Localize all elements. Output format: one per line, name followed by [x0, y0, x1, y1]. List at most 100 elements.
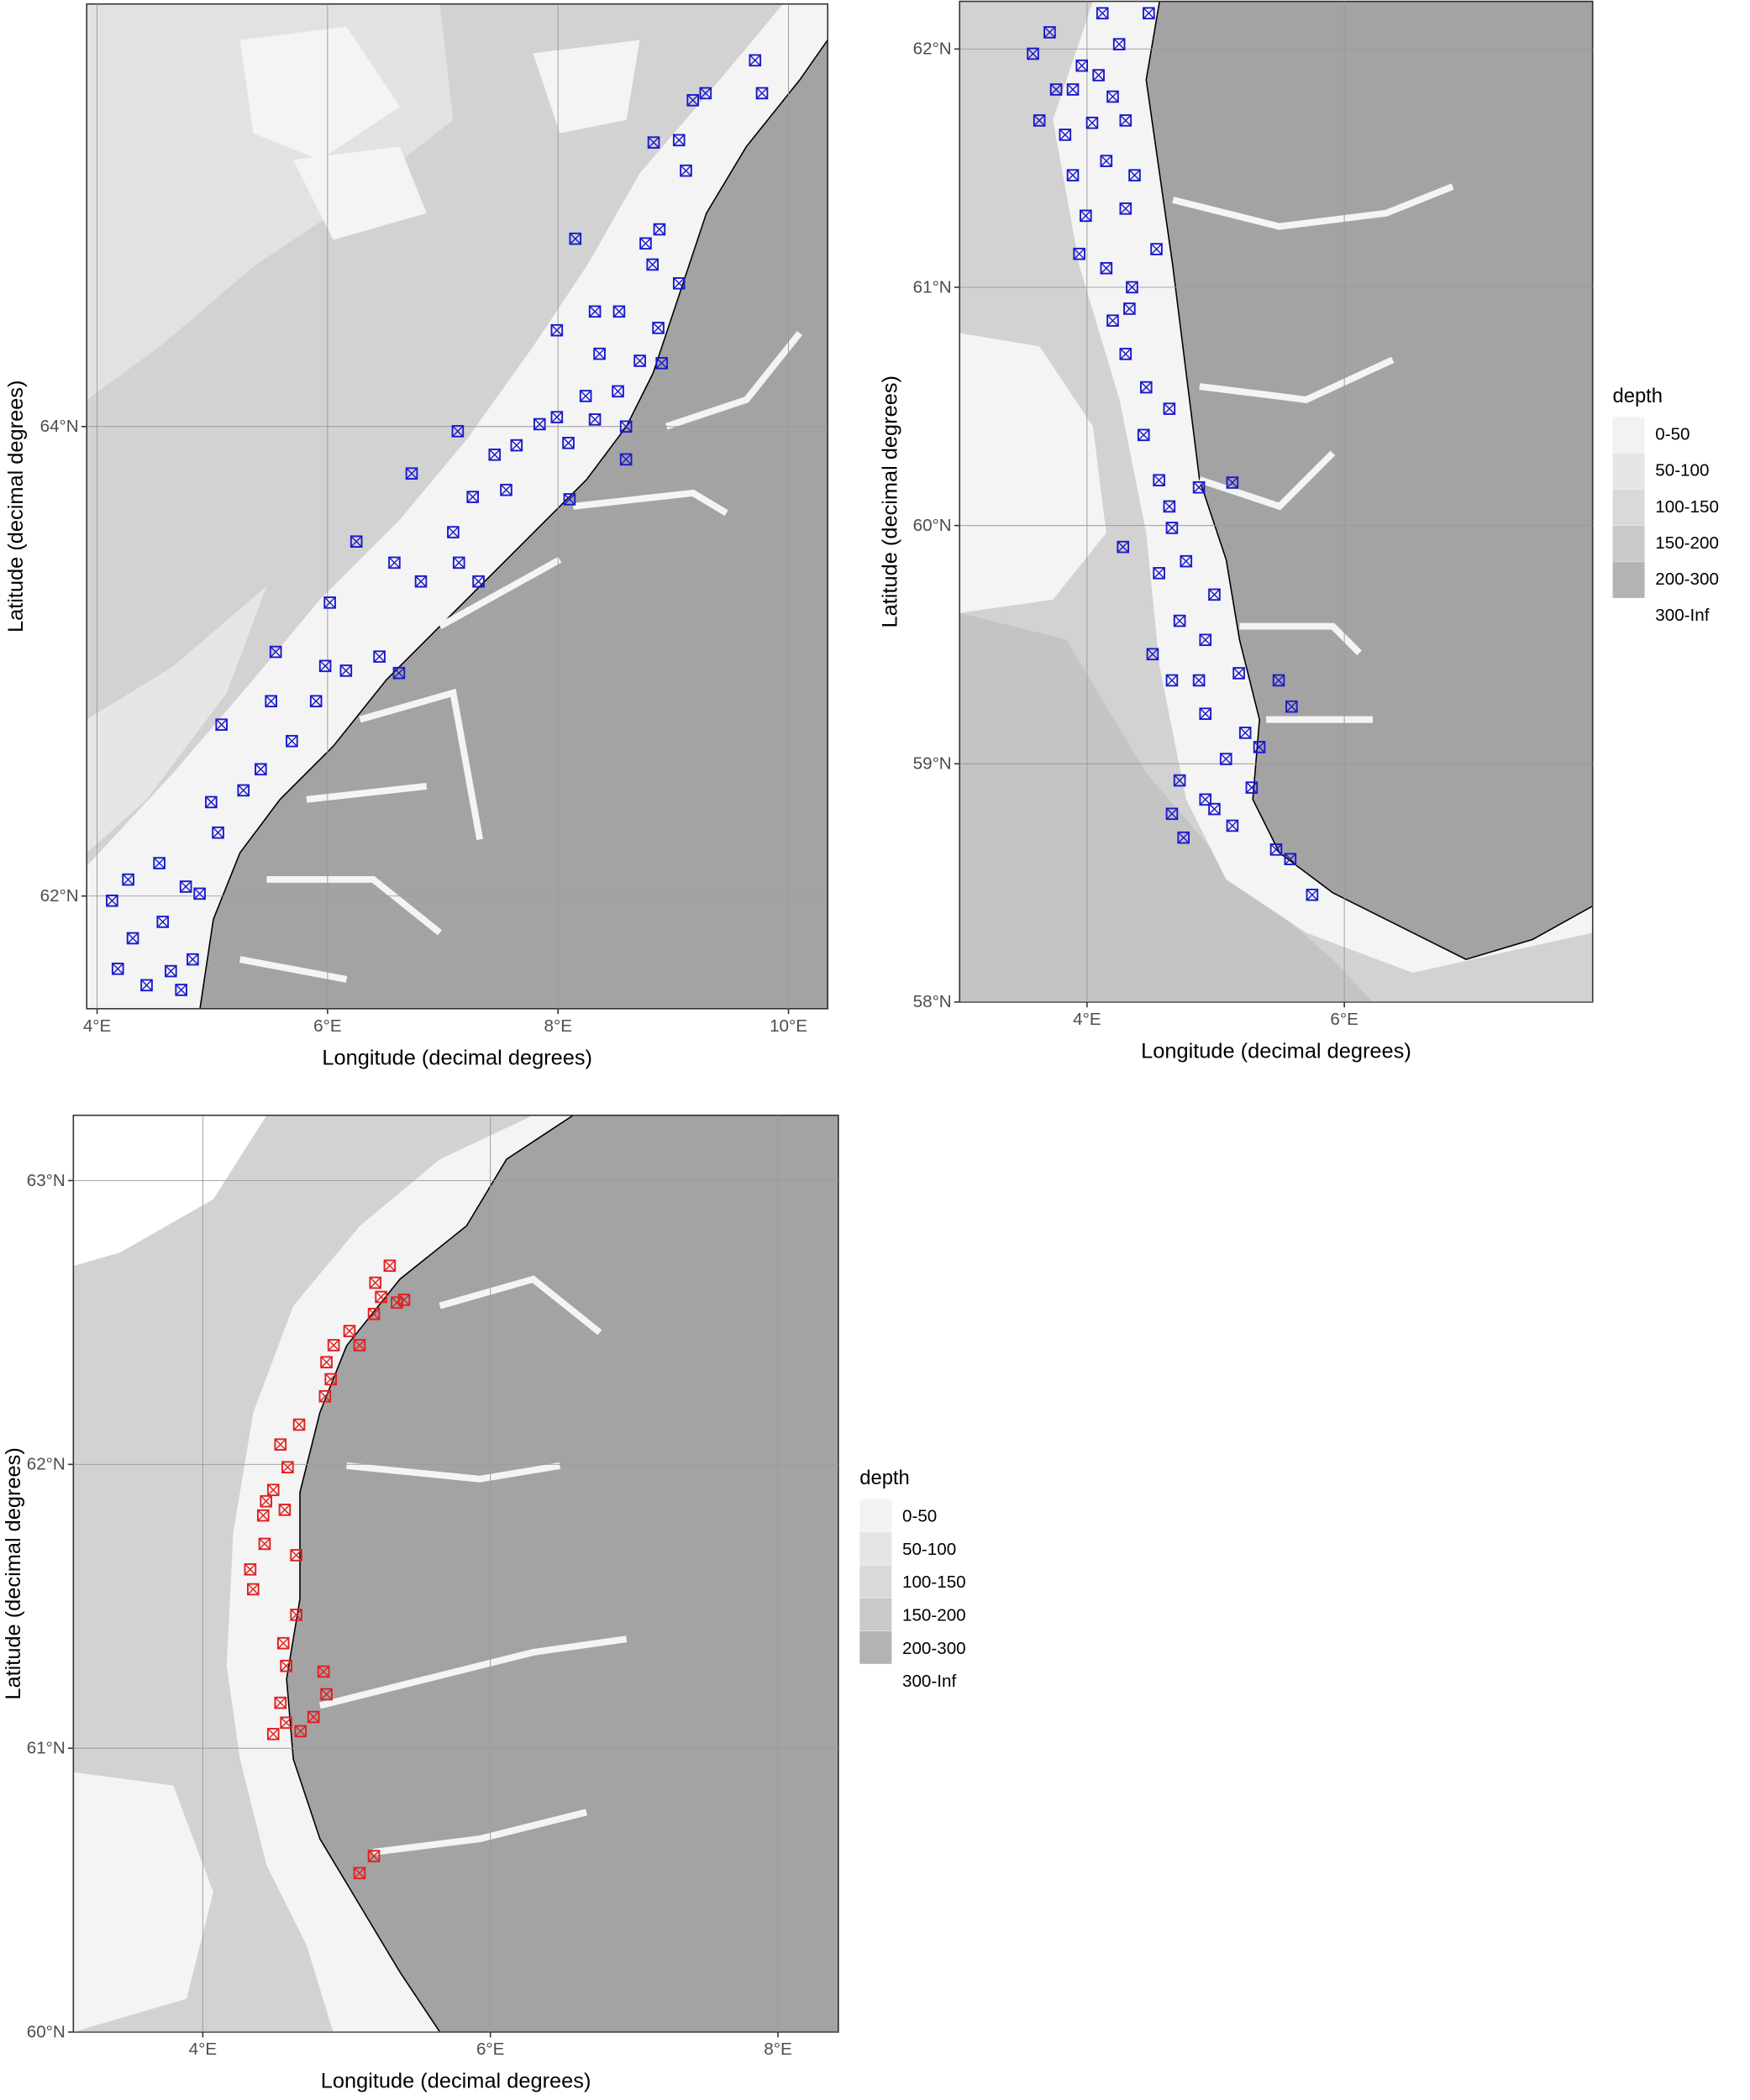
marker-cross: [375, 1291, 387, 1303]
x-tick-label: 8°E: [544, 1016, 571, 1036]
y-tick-label: 62°N: [913, 39, 952, 59]
marker-cross: [294, 1725, 307, 1737]
marker-box: [280, 1659, 292, 1672]
sample-point: [1027, 47, 1039, 60]
sample-point: [1192, 480, 1206, 494]
marker-cross: [391, 1296, 403, 1309]
marker-box: [327, 1339, 340, 1352]
marker-cross: [652, 322, 665, 334]
marker-cross: [612, 386, 624, 397]
legend-swatch: [1612, 525, 1645, 562]
marker-cross: [267, 1728, 280, 1740]
sample-point: [276, 1636, 290, 1650]
sample-point: [1085, 116, 1099, 129]
marker-cross: [127, 932, 139, 944]
marker-cross: [1073, 248, 1085, 260]
marker-box: [156, 916, 170, 928]
marker-cross: [1164, 402, 1175, 415]
marker-box: [1232, 667, 1245, 680]
marker-box: [106, 894, 118, 907]
marker-cross: [274, 1697, 286, 1709]
marker-box: [375, 1290, 387, 1304]
marker-cross: [1067, 169, 1079, 181]
y-axis-title: Latitude (decimal degrees): [4, 381, 28, 633]
sample-point: [569, 232, 582, 245]
sample-point: [1146, 648, 1159, 661]
sample-point: [1150, 243, 1163, 255]
marker-box: [1119, 202, 1133, 215]
sample-point: [292, 1418, 306, 1431]
sample-point: [280, 1659, 292, 1672]
marker-cross: [1117, 541, 1129, 553]
sample-point: [1139, 381, 1153, 394]
marker-cross: [339, 664, 352, 677]
marker-cross: [1080, 210, 1092, 222]
sample-point: [1253, 741, 1266, 753]
sample-point: [258, 1537, 271, 1551]
legend-swatch: [859, 1565, 892, 1599]
sample-point: [686, 94, 699, 107]
legend-swatch: [1612, 453, 1645, 490]
marker-cross: [187, 953, 199, 965]
sample-point: [1163, 500, 1176, 513]
marker-box: [488, 449, 502, 461]
marker-cross: [406, 467, 418, 480]
marker-box: [1238, 727, 1252, 739]
sample-point: [274, 1438, 287, 1451]
sample-point: [1137, 428, 1150, 442]
marker-cross: [1199, 633, 1211, 646]
sample-point: [1226, 476, 1239, 489]
sample-point: [1080, 209, 1092, 223]
marker-cross: [613, 305, 625, 318]
marker-cross: [500, 484, 512, 496]
marker-box: [1066, 169, 1080, 181]
marker-cross: [1306, 889, 1318, 901]
legend-swatch: [1612, 417, 1645, 454]
marker-cross: [393, 667, 405, 680]
marker-cross: [1119, 114, 1132, 127]
fjord: [1172, 183, 1454, 723]
marker-cross: [1092, 69, 1105, 81]
sample-point: [266, 1483, 280, 1497]
sample-point: [1119, 202, 1133, 215]
sample-point: [550, 411, 564, 423]
marker-box: [612, 385, 624, 398]
sample-point: [488, 449, 502, 461]
sample-point: [327, 1339, 340, 1352]
marker-box: [1119, 114, 1133, 127]
marker-cross: [1285, 701, 1298, 713]
sample-point: [1073, 247, 1085, 260]
marker-cross: [1153, 474, 1165, 486]
marker-cross: [373, 650, 386, 663]
marker-box: [1253, 741, 1266, 753]
marker-cross: [1123, 302, 1136, 315]
legend-label: 100-150: [1655, 497, 1719, 517]
marker-box: [1165, 674, 1179, 687]
sample-point: [619, 420, 633, 433]
marker-cross: [112, 963, 124, 975]
sample-point: [1165, 522, 1179, 534]
marker-cross: [453, 557, 465, 569]
marker-box: [1049, 83, 1063, 96]
sample-point: [612, 305, 626, 318]
marker-cross: [1208, 803, 1221, 815]
marker-cross: [1199, 793, 1211, 806]
sample-point: [655, 357, 668, 370]
marker-cross: [368, 1308, 380, 1320]
marker-box: [193, 887, 206, 900]
sample-point: [278, 1504, 292, 1516]
marker-cross: [153, 857, 166, 869]
marker-box: [1106, 90, 1119, 103]
marker-box: [274, 1696, 287, 1709]
marker-box: [1033, 114, 1046, 127]
marker-box: [500, 483, 512, 496]
sample-point: [391, 1296, 403, 1310]
fjord: [318, 1275, 628, 1856]
marker-cross: [1166, 522, 1178, 534]
marker-cross: [328, 1339, 339, 1352]
marker-cross: [307, 1711, 320, 1723]
marker-box: [1112, 38, 1126, 50]
marker-box: [1269, 843, 1283, 856]
legend-swatch: [859, 1664, 892, 1698]
